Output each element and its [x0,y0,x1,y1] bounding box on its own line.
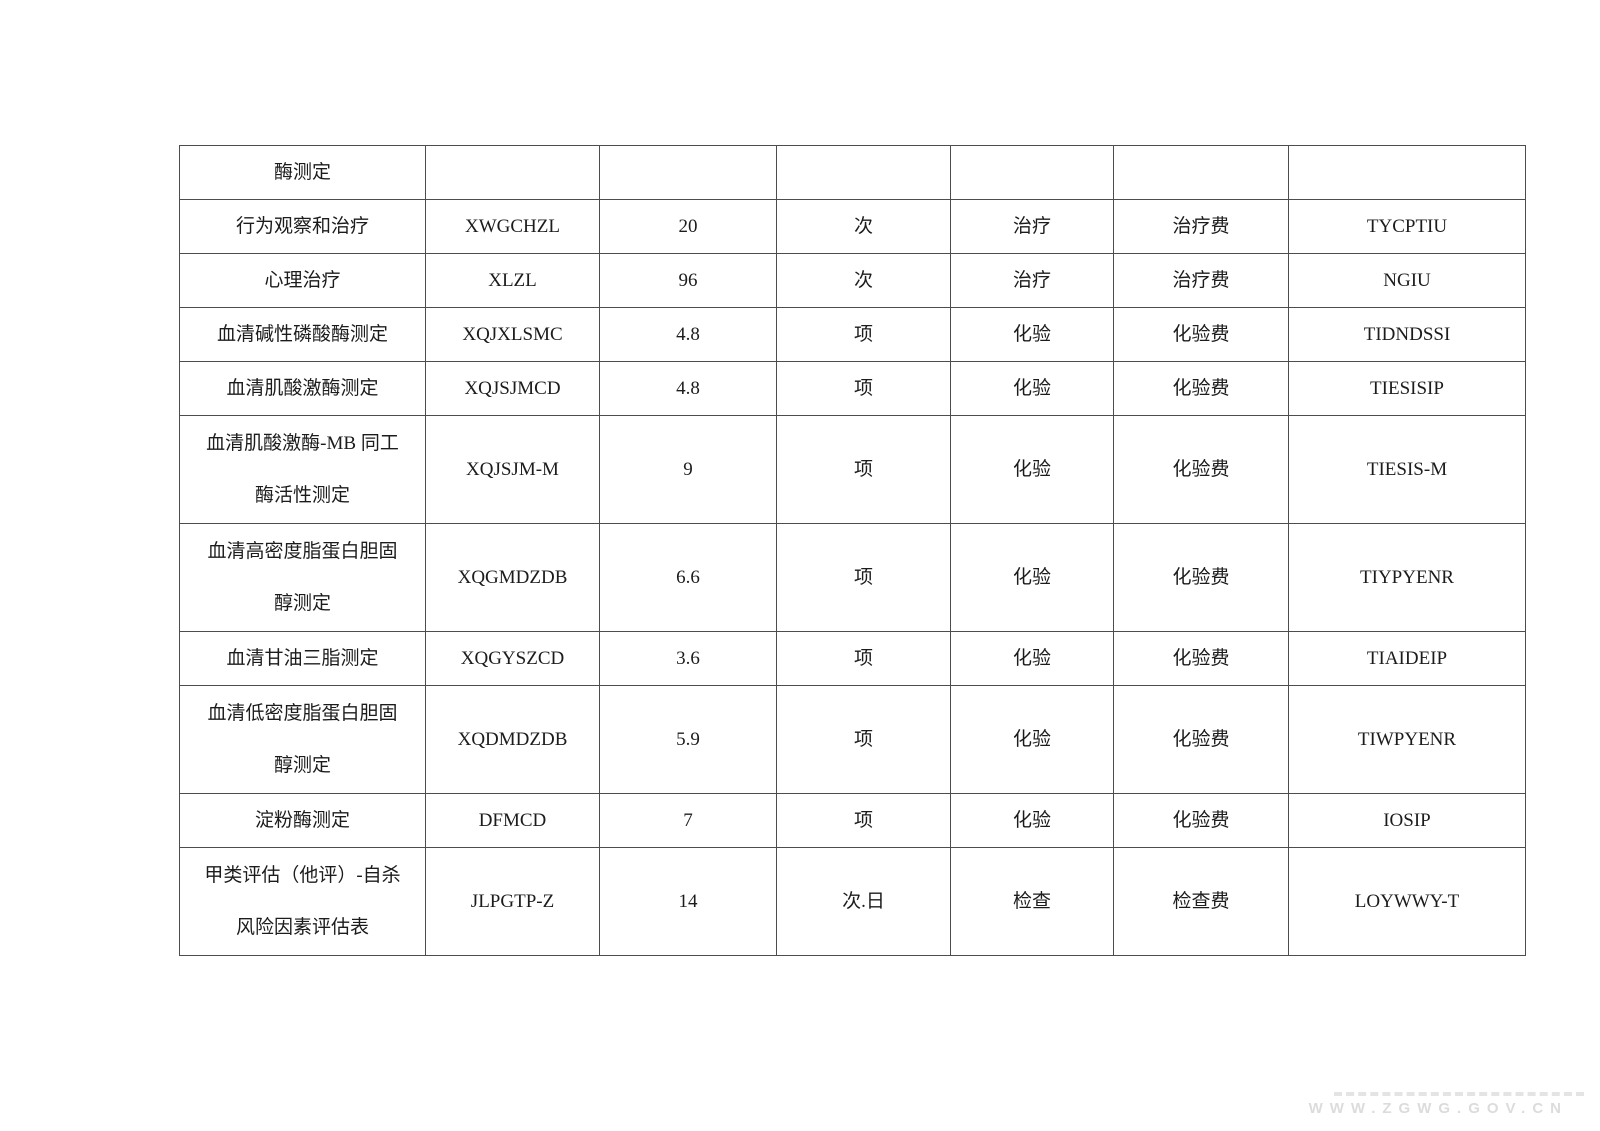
cell-category: 化验 [950,631,1114,686]
cell-name: 酶测定 [179,145,426,200]
cell-unit: 项 [776,793,951,848]
cell-fee: 化验费 [1113,307,1289,362]
cell-code: JLPGTP-Z [425,847,600,956]
cell-fee: 化验费 [1113,793,1289,848]
table-row: 心理治疗 XLZL 96 次治疗 治疗费 NGIU [179,253,1526,308]
cell-code2: TIWPYENR [1288,685,1526,794]
cell-category: 治疗 [950,253,1114,308]
cell-category: 检查 [950,847,1114,956]
cell-code: XLZL [425,253,600,308]
cell-code: XQGYSZCD [425,631,600,686]
cell-code: XQJSJM-M [425,415,600,524]
cell-fee: 化验费 [1113,685,1289,794]
cell-unit: 项 [776,685,951,794]
watermark-dashed-line [1334,1092,1584,1096]
cell-code: XQJXLSMC [425,307,600,362]
table-row: 血清低密度脂蛋白胆固 醇测定 XQDMDZDB 5.9 项化验 化验费 TIWPYENR [179,685,1526,794]
cell-qty: 96 [599,253,777,308]
cell-qty: 5.9 [599,685,777,794]
watermark-text: WWW.ZGWG.GOV.CN [1308,1100,1568,1117]
cell-category: 化验 [950,307,1114,362]
cell-name: 行为观察和治疗 [179,199,426,254]
cell-name: 血清肌酸激酶-MB 同工 酶活性测定 [179,415,426,524]
cell-code2: LOYWWY-T [1288,847,1526,956]
table-row: 血清高密度脂蛋白胆固 醇测定 XQGMDZDB 6.6 项化验 化验费 TIYPYENR [179,523,1526,632]
cell-name: 甲类评估（他评）-自杀 风险因素评估表 [179,847,426,956]
table-row: 行为观察和治疗 XWGCHZL 20 次治疗 治疗费 TYCPTIU [179,199,1526,254]
cell-qty: 14 [599,847,777,956]
cell-fee: 化验费 [1113,523,1289,632]
cell-code2: NGIU [1288,253,1526,308]
cell-fee: 治疗费 [1113,199,1289,254]
cell-code: XQJSJMCD [425,361,600,416]
cell-qty: 3.6 [599,631,777,686]
cell-unit: 项 [776,523,951,632]
cell-unit: 项 [776,415,951,524]
cell-unit: 项 [776,631,951,686]
cell-code: XQGMDZDB [425,523,600,632]
cell-unit: 次 [776,253,951,308]
cell-code2: TIYPYENR [1288,523,1526,632]
fee-table-body: 酶测定 行为观察和治疗 XWGCHZL 20 次治疗 治疗费 TYCPTIU 心理治疗 XLZL… [179,145,1526,956]
cell-category: 化验 [950,793,1114,848]
table-row: 血清碱性磷酸酶测定 XQJXLSMC 4.8 项化验 化验费 TIDNDSSI [179,307,1526,362]
cell-qty: 7 [599,793,777,848]
cell-name: 心理治疗 [179,253,426,308]
fee-table: 酶测定 行为观察和治疗 XWGCHZL 20 次治疗 治疗费 TYCPTIU 心理治疗 XLZL… [179,145,1526,956]
cell-code2: TYCPTIU [1288,199,1526,254]
cell-fee: 检查费 [1113,847,1289,956]
table-row: 血清肌酸激酶测定 XQJSJMCD 4.8 项化验 化验费 TIESISIP [179,361,1526,416]
cell-fee: 化验费 [1113,361,1289,416]
cell-category: 化验 [950,685,1114,794]
cell-code2: TIAIDEIP [1288,631,1526,686]
cell-qty: 6.6 [599,523,777,632]
cell-name: 血清肌酸激酶测定 [179,361,426,416]
cell-code: XWGCHZL [425,199,600,254]
cell-name: 淀粉酶测定 [179,793,426,848]
table-row: 淀粉酶测定 DFMCD 7 项化验 化验费 IOSIP [179,793,1526,848]
table-row: 酶测定 [179,145,1526,200]
cell-category [950,145,1114,200]
cell-code2: TIDNDSSI [1288,307,1526,362]
cell-qty [599,145,777,200]
cell-unit [776,145,951,200]
cell-code [425,145,600,200]
cell-name: 血清低密度脂蛋白胆固 醇测定 [179,685,426,794]
cell-code2: TIESISIP [1288,361,1526,416]
cell-category: 化验 [950,523,1114,632]
table-row: 血清甘油三脂测定 XQGYSZCD 3.6 项化验 化验费 TIAIDEIP [179,631,1526,686]
cell-fee: 治疗费 [1113,253,1289,308]
cell-code2: IOSIP [1288,793,1526,848]
cell-qty: 9 [599,415,777,524]
cell-code: DFMCD [425,793,600,848]
table-row: 甲类评估（他评）-自杀 风险因素评估表 JLPGTP-Z 14 次.日 检查 检查费 LOY… [179,847,1526,956]
cell-fee: 化验费 [1113,631,1289,686]
cell-code: XQDMDZDB [425,685,600,794]
cell-qty: 4.8 [599,361,777,416]
cell-name: 血清甘油三脂测定 [179,631,426,686]
cell-unit: 项 [776,307,951,362]
cell-qty: 4.8 [599,307,777,362]
cell-fee [1113,145,1289,200]
cell-code2 [1288,145,1526,200]
cell-unit: 次 [776,199,951,254]
cell-unit: 项 [776,361,951,416]
cell-name: 血清高密度脂蛋白胆固 醇测定 [179,523,426,632]
cell-fee: 化验费 [1113,415,1289,524]
table-row: 血清肌酸激酶-MB 同工 酶活性测定 XQJSJM-M 9 项化验 化验费 TIESIS-… [179,415,1526,524]
cell-category: 治疗 [950,199,1114,254]
cell-code2: TIESIS-M [1288,415,1526,524]
cell-qty: 20 [599,199,777,254]
cell-unit: 次.日 [776,847,951,956]
cell-name: 血清碱性磷酸酶测定 [179,307,426,362]
cell-category: 化验 [950,361,1114,416]
cell-category: 化验 [950,415,1114,524]
